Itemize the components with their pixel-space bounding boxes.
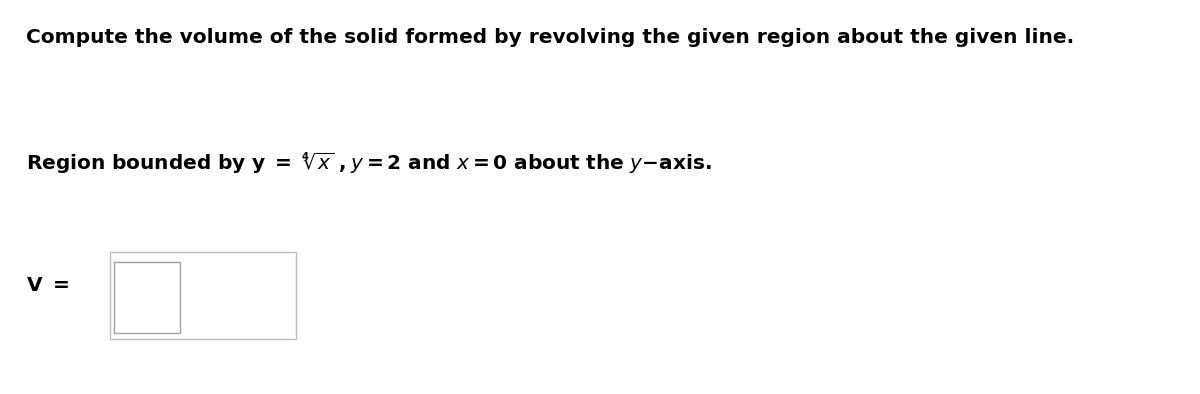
Text: Compute the volume of the solid formed by revolving the given region about the g: Compute the volume of the solid formed b…: [26, 28, 1074, 46]
FancyBboxPatch shape: [114, 262, 180, 333]
Text: $\bf{Region\ bounded\ by\ } \mathit{\bf{y}} \bf{\ =\ } \sqrt[4]{\mathit{x}}\ \bf: $\bf{Region\ bounded\ by\ } \mathit{\bf{…: [26, 150, 712, 176]
FancyBboxPatch shape: [110, 252, 296, 339]
Text: $\mathit{\bf{V}}\ \bf{=}$: $\mathit{\bf{V}}\ \bf{=}$: [26, 276, 70, 295]
